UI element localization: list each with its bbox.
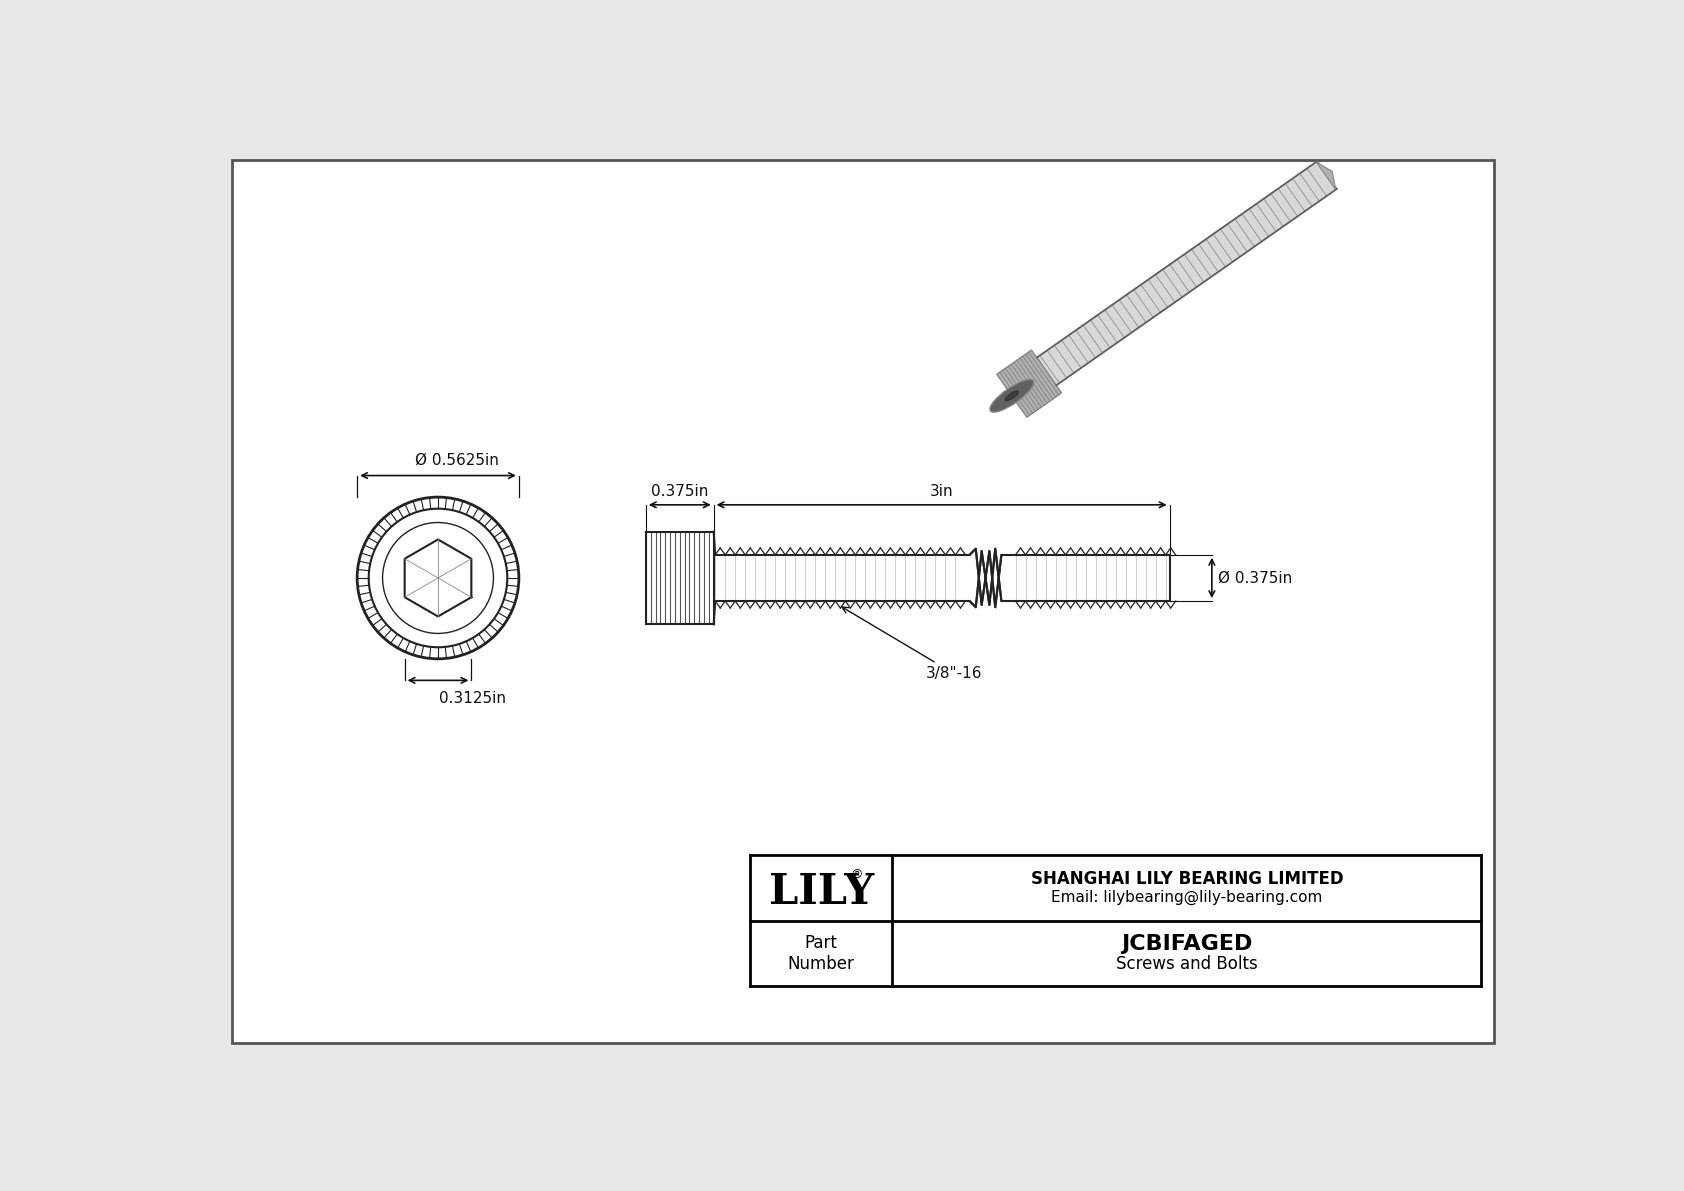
Text: Part
Number: Part Number — [788, 934, 854, 973]
Ellipse shape — [990, 380, 1034, 412]
Polygon shape — [1317, 162, 1335, 189]
Text: Ø 0.375in: Ø 0.375in — [1218, 570, 1292, 586]
Text: 0.375in: 0.375in — [652, 484, 709, 499]
Text: 3/8"-16: 3/8"-16 — [842, 607, 982, 681]
Text: Ø 0.5625in: Ø 0.5625in — [416, 453, 498, 468]
Text: ®: ® — [850, 867, 862, 880]
Text: JCBIFAGED: JCBIFAGED — [1122, 934, 1253, 954]
Bar — [970, 547, 1002, 610]
Bar — [749, 855, 1482, 986]
Bar — [716, 555, 1169, 601]
Bar — [647, 531, 714, 624]
Text: SHANGHAI LILY BEARING LIMITED: SHANGHAI LILY BEARING LIMITED — [1031, 869, 1344, 887]
Text: 3in: 3in — [930, 484, 953, 499]
Text: LILY: LILY — [768, 871, 874, 912]
Ellipse shape — [1005, 391, 1019, 400]
Polygon shape — [1037, 161, 1337, 386]
Polygon shape — [997, 350, 1061, 417]
Text: Email: lilybearing@lily-bearing.com: Email: lilybearing@lily-bearing.com — [1051, 890, 1322, 905]
Text: 0.3125in: 0.3125in — [440, 691, 507, 706]
Text: Screws and Bolts: Screws and Bolts — [1116, 955, 1258, 973]
